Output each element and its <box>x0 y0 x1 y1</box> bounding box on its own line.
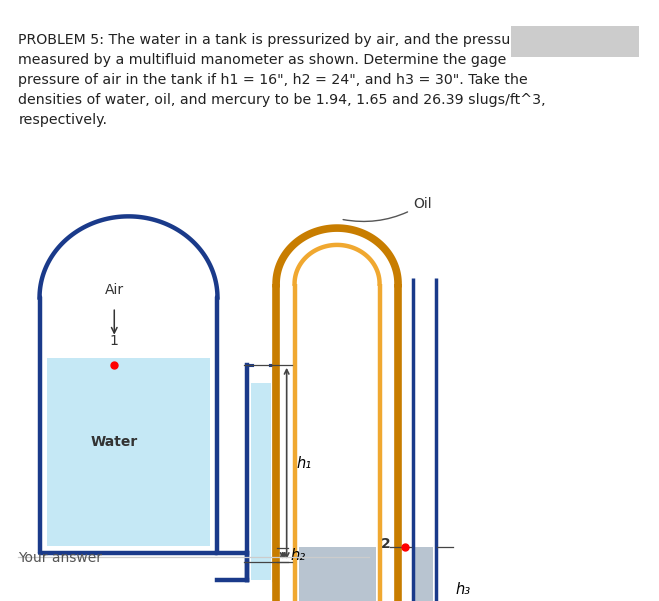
Text: Your answer: Your answer <box>18 551 102 565</box>
Bar <box>415 547 433 601</box>
Text: h₃: h₃ <box>455 582 471 597</box>
Text: h₁: h₁ <box>297 456 312 471</box>
Text: 2: 2 <box>382 537 391 551</box>
Bar <box>299 547 376 601</box>
Bar <box>47 358 210 546</box>
Text: 1: 1 <box>110 334 119 348</box>
Bar <box>251 383 271 580</box>
Text: Oil: Oil <box>343 197 432 221</box>
Text: Water: Water <box>91 435 138 449</box>
Text: Mercury: Mercury <box>0 600 1 601</box>
Text: Air: Air <box>105 284 124 297</box>
Text: PROBLEM 5: The water in a tank is pressurized by air, and the pressure is
measur: PROBLEM 5: The water in a tank is pressu… <box>18 33 546 127</box>
Text: h₂: h₂ <box>291 548 306 563</box>
